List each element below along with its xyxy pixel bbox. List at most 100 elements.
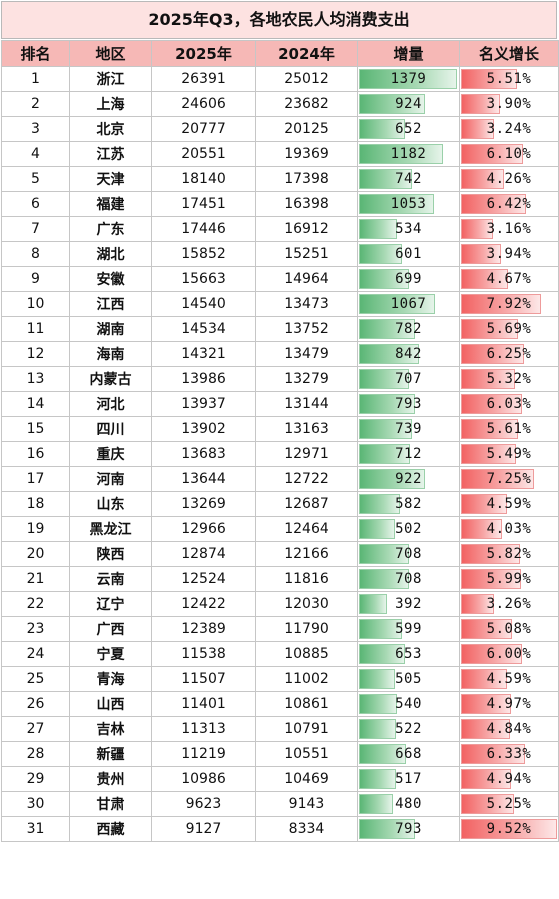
value-2024-cell: 23682 [255, 91, 358, 117]
increase-data-bar [359, 719, 397, 739]
growth-data-bar [461, 319, 519, 339]
table-row: 12 海南 14321 13479 842 6.25% [1, 341, 559, 367]
increase-cell: 534 [357, 216, 460, 242]
value-2024-cell: 19369 [255, 141, 358, 167]
value-2024-cell: 13473 [255, 291, 358, 317]
table-row: 11 湖南 14534 13752 782 5.69% [1, 316, 559, 342]
growth-data-bar [461, 519, 502, 539]
rank-cell: 16 [1, 441, 70, 467]
value-2025-cell: 13937 [151, 391, 256, 417]
increase-cell: 599 [357, 616, 460, 642]
increase-data-bar [359, 269, 409, 289]
growth-cell: 4.84% [459, 716, 559, 742]
value-2025-cell: 17446 [151, 216, 256, 242]
growth-cell: 3.26% [459, 591, 559, 617]
region-cell: 广西 [69, 616, 152, 642]
rank-cell: 3 [1, 116, 70, 142]
region-cell: 湖南 [69, 316, 152, 342]
value-2025-cell: 11507 [151, 666, 256, 692]
rank-cell: 1 [1, 66, 70, 92]
increase-data-bar [359, 294, 435, 314]
increase-value: 599 [395, 621, 422, 637]
region-cell: 重庆 [69, 441, 152, 467]
rank-cell: 25 [1, 666, 70, 692]
growth-data-bar [461, 244, 501, 264]
growth-cell: 4.97% [459, 691, 559, 717]
value-2024-cell: 20125 [255, 116, 358, 142]
growth-value: 7.25% [486, 471, 532, 487]
increase-value: 522 [395, 721, 422, 737]
growth-cell: 6.03% [459, 391, 559, 417]
growth-cell: 4.67% [459, 266, 559, 292]
value-2025-cell: 12389 [151, 616, 256, 642]
table-row: 13 内蒙古 13986 13279 707 5.32% [1, 366, 559, 392]
value-2025-cell: 17451 [151, 191, 256, 217]
rank-cell: 24 [1, 641, 70, 667]
growth-value: 6.10% [486, 146, 532, 162]
rank-cell: 6 [1, 191, 70, 217]
growth-cell: 3.16% [459, 216, 559, 242]
growth-cell: 6.25% [459, 341, 559, 367]
increase-data-bar [359, 344, 419, 364]
increase-value: 480 [395, 796, 422, 812]
increase-value: 1053 [390, 196, 427, 212]
growth-cell: 9.52% [459, 816, 559, 842]
table-row: 24 宁夏 11538 10885 653 6.00% [1, 641, 559, 667]
increase-value: 699 [395, 271, 422, 287]
value-2024-cell: 10469 [255, 766, 358, 792]
table-row: 1 浙江 26391 25012 1379 5.51% [1, 66, 559, 92]
rank-cell: 2 [1, 91, 70, 117]
value-2025-cell: 14534 [151, 316, 256, 342]
growth-value: 5.82% [486, 546, 532, 562]
value-2024-cell: 16912 [255, 216, 358, 242]
increase-cell: 517 [357, 766, 460, 792]
growth-value: 3.26% [486, 596, 532, 612]
increase-cell: 1379 [357, 66, 460, 92]
growth-cell: 6.33% [459, 741, 559, 767]
increase-data-bar [359, 544, 410, 564]
increase-cell: 782 [357, 316, 460, 342]
increase-data-bar [359, 769, 396, 789]
region-cell: 福建 [69, 191, 152, 217]
value-2025-cell: 13683 [151, 441, 256, 467]
increase-cell: 505 [357, 666, 460, 692]
region-cell: 宁夏 [69, 641, 152, 667]
value-2025-cell: 13986 [151, 366, 256, 392]
value-2024-cell: 11002 [255, 666, 358, 692]
region-cell: 广东 [69, 216, 152, 242]
value-2025-cell: 20551 [151, 141, 256, 167]
increase-data-bar [359, 394, 416, 414]
value-2024-cell: 10885 [255, 641, 358, 667]
growth-cell: 5.61% [459, 416, 559, 442]
increase-data-bar [359, 594, 387, 614]
growth-value: 3.24% [486, 121, 532, 137]
growth-value: 6.25% [486, 346, 532, 362]
increase-value: 540 [395, 696, 422, 712]
increase-data-bar [359, 619, 402, 639]
increase-data-bar [359, 419, 412, 439]
increase-value: 653 [395, 646, 422, 662]
value-2024-cell: 12030 [255, 591, 358, 617]
table-row: 22 辽宁 12422 12030 392 3.26% [1, 591, 559, 617]
region-cell: 黑龙江 [69, 516, 152, 542]
region-cell: 贵州 [69, 766, 152, 792]
increase-value: 842 [395, 346, 422, 362]
table-row: 28 新疆 11219 10551 668 6.33% [1, 741, 559, 767]
rank-cell: 29 [1, 766, 70, 792]
increase-data-bar [359, 744, 407, 764]
growth-data-bar [461, 169, 504, 189]
increase-value: 502 [395, 521, 422, 537]
region-cell: 云南 [69, 566, 152, 592]
table-row: 4 江苏 20551 19369 1182 6.10% [1, 141, 559, 167]
growth-value: 5.32% [486, 371, 532, 387]
region-cell: 四川 [69, 416, 152, 442]
growth-data-bar [461, 669, 508, 689]
growth-value: 4.94% [486, 771, 532, 787]
value-2025-cell: 15852 [151, 241, 256, 267]
region-cell: 天津 [69, 166, 152, 192]
growth-value: 4.67% [486, 271, 532, 287]
header-increase: 增量 [357, 40, 460, 67]
region-cell: 山东 [69, 491, 152, 517]
table-row: 10 江西 14540 13473 1067 7.92% [1, 291, 559, 317]
growth-value: 7.92% [486, 296, 532, 312]
